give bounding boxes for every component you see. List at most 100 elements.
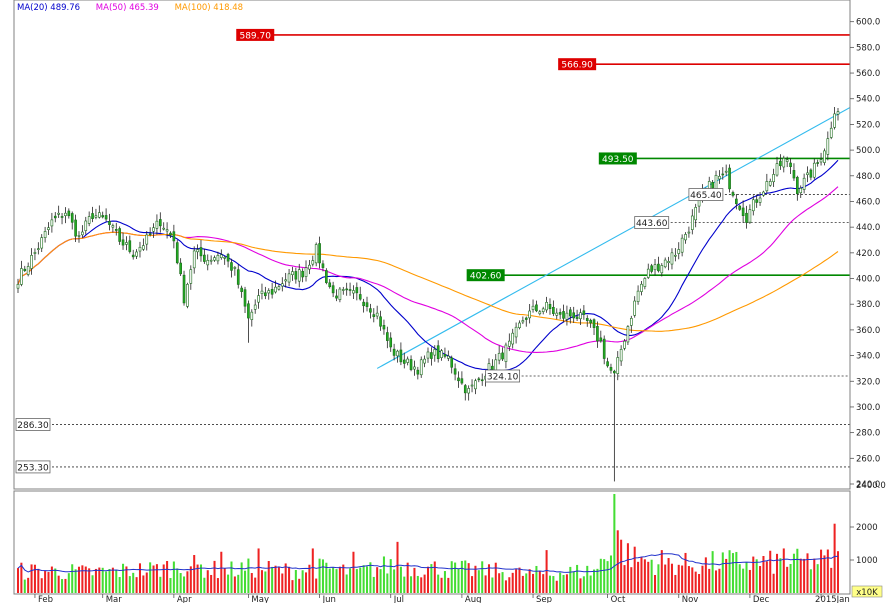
price-tick-label: 360.0 [856,326,880,336]
candle [677,242,681,260]
candle [823,148,826,166]
candle [694,203,698,228]
candle [440,349,443,361]
ma-line-100 [17,231,839,332]
volume-bar [769,550,772,593]
candle [30,248,33,275]
month-axis: Feb Mar Apr May Jun Jul Aug Sep Oct Nov Dec 2015Jan [34,594,850,603]
volume-bar [745,562,748,593]
candle [613,369,616,482]
volume-bar [37,568,40,593]
volume-bar [830,567,833,593]
volume-bar [487,564,491,593]
candle [175,240,179,265]
candle [629,315,633,333]
volume-ma [17,553,838,573]
volume-bar [118,577,121,593]
volume-bar [731,553,734,593]
candle [450,355,454,374]
volume-bar [179,573,182,593]
volume-bar [525,573,528,593]
volume-bar [674,574,677,593]
candle [223,255,227,265]
volume-bar [281,573,284,593]
candle [528,303,531,324]
candle [233,266,237,276]
volume-bar [623,565,626,593]
volume-bar [61,579,64,593]
month-label: May [251,595,269,603]
volume-bar [142,575,145,593]
volume-bar [145,572,148,593]
volume-bar [593,569,596,593]
volume-bar [172,561,175,593]
candle [297,263,301,288]
candle [26,262,30,277]
candle [294,267,298,284]
candle [413,360,416,376]
volume-bar [599,558,602,593]
volume-bar [206,570,209,593]
volume-bar [250,573,253,593]
volume-bar [352,551,355,593]
candle [16,278,20,294]
volume-bar [40,578,43,593]
price-tick-label: 440.0 [856,223,880,233]
month-label: Oct [611,595,626,603]
candle [118,226,121,245]
candlesticks [16,106,840,482]
candle [799,185,803,198]
volume-bar [372,576,375,593]
candle [504,342,508,369]
candle [152,223,155,238]
candle [660,263,664,277]
volume-bar [271,566,274,593]
volume-bar [260,570,263,593]
resistance-label-1: 566.90 [561,61,593,71]
volume-bar [823,555,826,593]
volume-bar [122,563,125,593]
volume-bar [315,578,318,593]
volume-bar [620,539,623,593]
volume-bar [365,566,369,593]
price-tick-label: 280.0 [856,429,880,439]
volume-bar [64,578,67,593]
candle [213,255,216,262]
volume-bar [559,572,562,593]
volume-bar [806,553,809,593]
volume-bar [684,552,687,593]
candle [724,164,728,176]
volume-bar [576,564,579,593]
volume-bar [660,550,663,593]
candle [230,258,233,278]
volume-bar [779,558,782,593]
volume-bar [311,548,314,593]
volume-bar [189,566,192,593]
volume-bar [650,559,653,593]
candle [531,299,535,313]
volume-bar [416,575,419,593]
ma-legend-item-2: MA(100) 418.48 [175,3,243,13]
volume-bar [111,567,114,593]
price-tick-label: 260.0 [856,454,880,464]
volume-bar [725,558,728,593]
volume-bar [630,567,633,593]
candle [653,259,657,276]
volume-bar [633,546,636,593]
candle [758,192,762,206]
candle [47,222,50,236]
candle [816,159,819,167]
volume-bar [379,569,382,593]
candle [541,306,545,315]
candle [98,205,101,219]
candle [91,206,94,223]
candle [406,356,409,366]
candle [358,286,362,301]
volume-bar [647,561,650,593]
volume-bar [643,559,646,593]
candle [562,304,565,323]
volume-bar [515,569,518,593]
volume-bar [782,548,785,593]
volume-axis: 2400.0 1000 2000 x10K [850,481,886,598]
volume-bar [657,564,660,593]
